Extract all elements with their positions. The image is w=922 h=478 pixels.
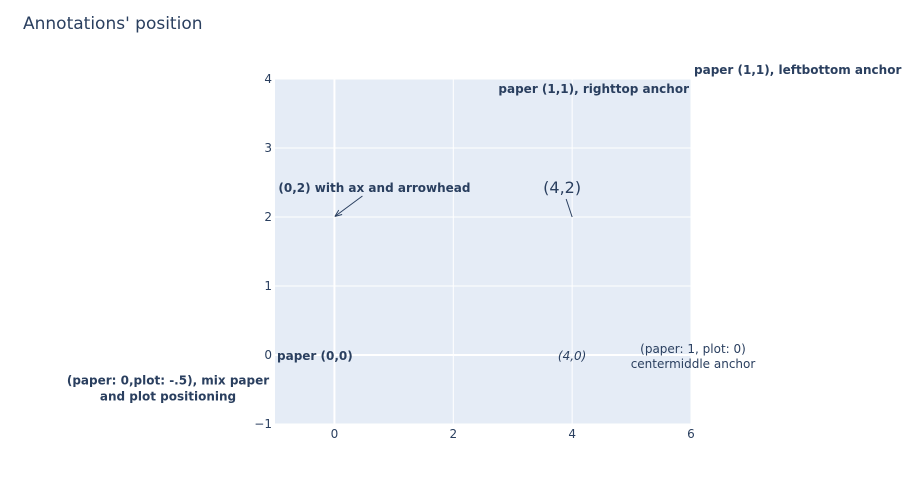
annotation-centermiddle-line: centermiddle anchor [631, 357, 756, 371]
annotation-mix-line: (paper: 0,plot: -.5), mix paper [67, 374, 269, 388]
annotation-paper-1-1-righttop: paper (1,1), righttop anchor [498, 82, 689, 96]
annotation-4-2-text: (4,2) [543, 178, 581, 197]
annotation-paper-1-1-leftbottom: paper (1,1), leftbottom anchor [694, 63, 901, 77]
annotation-4-0-text: (4,0) [558, 349, 586, 363]
y-tick-label: 3 [264, 141, 272, 155]
chart-title: Annotations' position [23, 14, 203, 34]
plot-area [275, 79, 691, 424]
annotation-0-2-text: (0,2) with ax and arrowhead [278, 181, 470, 195]
y-tick-label: −1 [254, 417, 272, 431]
annotation-arrow [565, 198, 573, 218]
gridlines [275, 78, 692, 425]
annotations: (0,2) with ax and arrowhead (4,2) (4,0) pap… [67, 63, 902, 404]
tick-labels: 0 2 4 6 −1 0 1 2 3 4 [254, 72, 695, 441]
x-tick-label: 4 [568, 427, 576, 441]
annotation-paper-0-0: paper (0,0) [277, 349, 353, 363]
x-tick-label: 2 [449, 427, 457, 441]
annotation-centermiddle-line: (paper: 1, plot: 0) [640, 342, 746, 356]
x-tick-label: 6 [687, 427, 695, 441]
annotation-mix-line: and plot positioning [100, 390, 236, 404]
annotation-arrow [335, 195, 363, 216]
y-tick-label: 0 [264, 348, 272, 362]
x-tick-label: 0 [331, 427, 339, 441]
y-tick-label: 2 [264, 210, 272, 224]
y-tick-label: 1 [264, 279, 272, 293]
y-tick-label: 4 [264, 72, 272, 86]
